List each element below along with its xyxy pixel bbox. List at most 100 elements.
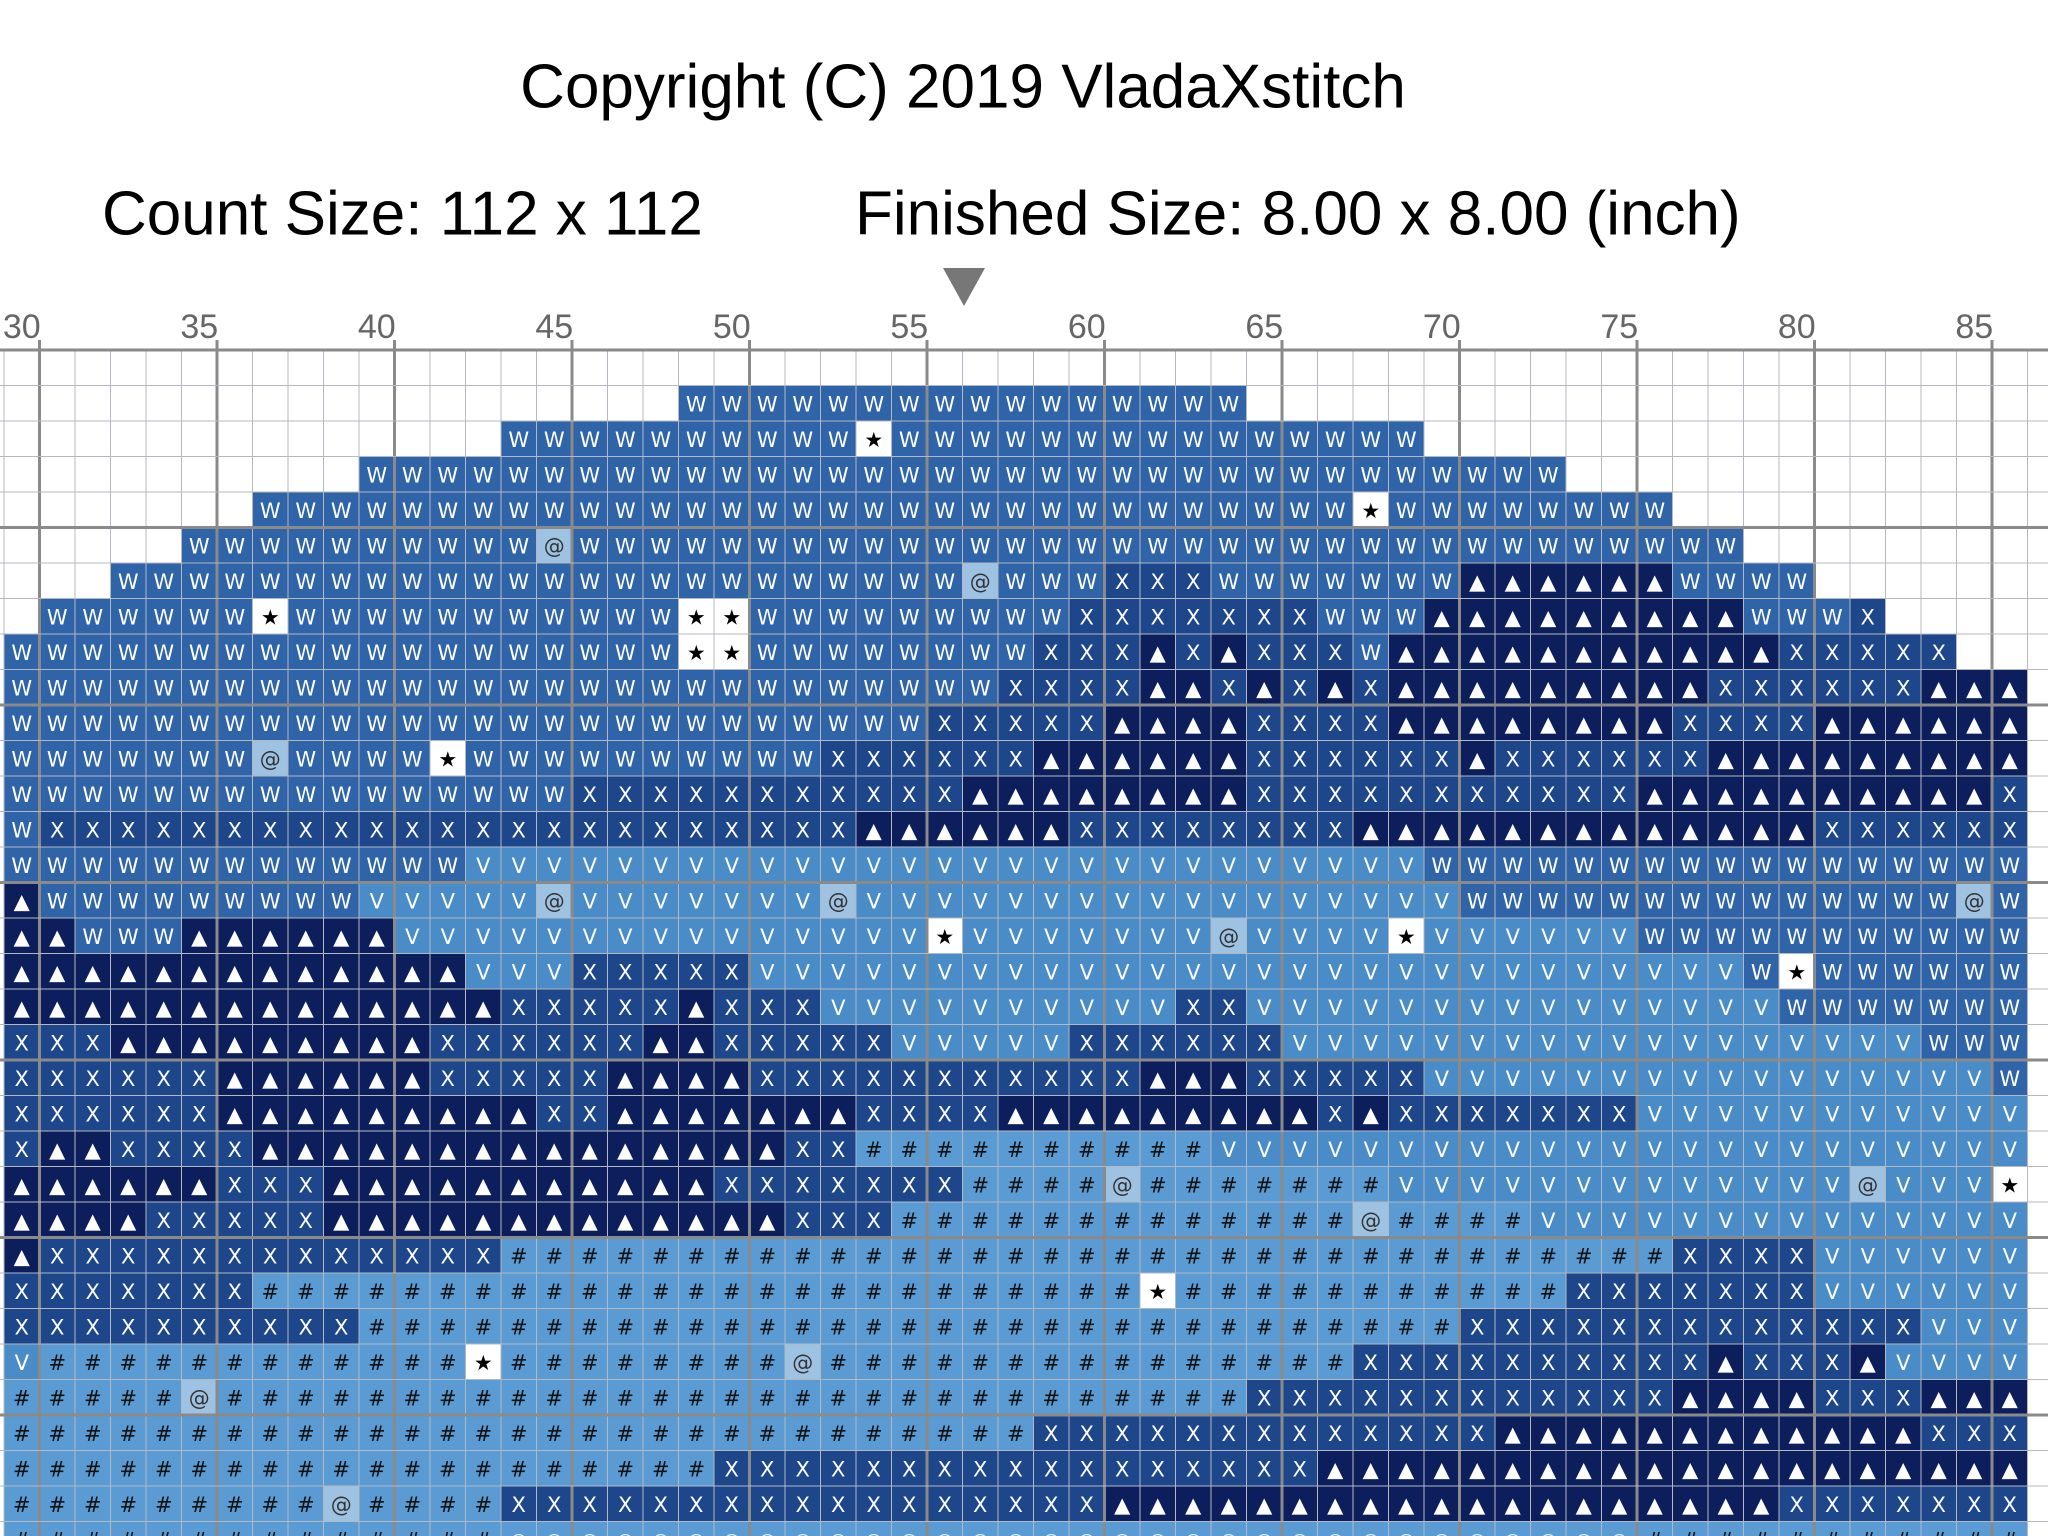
stitch-symbol: ▲ [546, 1173, 563, 1197]
stitch-symbol: W [1822, 960, 1843, 984]
stitch-cell [1956, 492, 1992, 528]
stitch-symbol: ▲ [369, 1102, 386, 1126]
stitch-symbol: X [1009, 676, 1023, 700]
stitch-symbol: ▲ [1505, 676, 1522, 700]
stitch-symbol: ▲ [1931, 1386, 1948, 1410]
stitch-symbol: # [119, 1351, 137, 1375]
stitch-symbol: X [1435, 783, 1449, 807]
stitch-symbol: ○ [1113, 1528, 1131, 1536]
stitch-symbol: V [1399, 889, 1414, 913]
stitch-symbol: # [474, 1528, 492, 1536]
stitch-cell [1566, 350, 1602, 386]
stitch-symbol: # [1362, 1244, 1380, 1268]
stitch-symbol: V [1506, 1173, 1521, 1197]
stitch-cell [643, 385, 679, 421]
stitch-symbol: W [757, 534, 778, 558]
stitch-cell [288, 598, 324, 634]
stitch-symbol: ▲ [1718, 1422, 1735, 1446]
stitch-symbol: V [831, 854, 846, 878]
stitch-symbol: # [865, 1386, 883, 1410]
stitch-symbol: W [1076, 534, 1097, 558]
stitch-symbol: ▲ [1008, 783, 1025, 807]
stitch-symbol: W [1396, 463, 1417, 487]
stitch-symbol: ○ [687, 1528, 705, 1536]
stitch-symbol: ▲ [1434, 641, 1451, 665]
stitch-cell [1530, 492, 1566, 528]
stitch-symbol: W [473, 463, 494, 487]
stitch-symbol: V [1044, 1031, 1059, 1055]
stitch-symbol: W [153, 747, 174, 771]
stitch-symbol: ▲ [546, 1138, 563, 1162]
stitch-symbol: X [1293, 747, 1307, 771]
stitch-symbol: V [1612, 1209, 1627, 1233]
stitch-cell [252, 598, 288, 634]
stitch-symbol: # [1007, 1280, 1025, 1304]
stitch-symbol: X [583, 1493, 597, 1517]
stitch-symbol: W [757, 392, 778, 416]
stitch-cell [110, 350, 146, 386]
stitch-symbol: ▲ [298, 960, 315, 984]
stitch-symbol: # [332, 1280, 350, 1304]
stitch-symbol: W [1644, 499, 1665, 523]
stitch-symbol: ▲ [1434, 605, 1451, 629]
stitch-symbol: ▲ [475, 1102, 492, 1126]
stitch-cell [572, 492, 608, 528]
stitch-symbol: W [295, 605, 316, 629]
stitch-cell [1317, 350, 1353, 386]
stitch-symbol: V [1328, 925, 1343, 949]
stitch-cell [643, 421, 679, 457]
stitch-symbol: W [189, 570, 210, 594]
stitch-symbol: X [1470, 1386, 1484, 1410]
stitch-symbol: ▲ [1718, 1386, 1735, 1410]
stitch-symbol: W [1360, 570, 1381, 594]
stitch-symbol: W [1147, 534, 1168, 558]
stitch-cell [217, 527, 253, 563]
stitch-symbol: ▲ [1469, 747, 1486, 771]
stitch-symbol: W [828, 534, 849, 558]
stitch-symbol: W [153, 676, 174, 700]
stitch-symbol: ▲ [1576, 570, 1593, 594]
stitch-cell [1850, 563, 1886, 599]
stitch-symbol: V [973, 996, 988, 1020]
stitch-symbol: X [547, 818, 561, 842]
stitch-symbol: V [1470, 1173, 1485, 1197]
column-label: 60 [1068, 308, 1106, 346]
stitch-symbol: ▲ [404, 996, 421, 1020]
stitch-cell [1459, 456, 1495, 492]
stitch-cell [1104, 350, 1140, 386]
stitch-cell [643, 634, 679, 670]
stitch-cell [856, 421, 892, 457]
stitch-symbol: W [1680, 854, 1701, 878]
stitch-cell [962, 634, 998, 670]
stitch-cell [1459, 385, 1495, 421]
stitch-symbol: W [1076, 570, 1097, 594]
stitch-symbol: # [1184, 1315, 1202, 1339]
stitch-symbol: ▲ [49, 1138, 66, 1162]
stitch-symbol: W [1076, 463, 1097, 487]
stitch-symbol: # [1255, 1351, 1273, 1375]
stitch-symbol: ▲ [1682, 605, 1699, 629]
stitch-symbol: V [1577, 1031, 1592, 1055]
stitch-symbol: V [725, 889, 740, 913]
stitch-symbol: ▲ [511, 1209, 528, 1233]
stitch-symbol: # [155, 1351, 173, 1375]
stitch-symbol: X [796, 1067, 810, 1091]
stitch-symbol: W [1005, 534, 1026, 558]
stitch-symbol: W [934, 570, 955, 594]
stitch-symbol: ▲ [1611, 712, 1628, 736]
stitch-cell [1495, 456, 1531, 492]
stitch-symbol: ▲ [262, 1067, 279, 1091]
stitch-symbol: X [15, 1031, 29, 1055]
stitch-symbol: X [725, 960, 739, 984]
stitch-cell [1069, 350, 1105, 386]
stitch-symbol: X [1577, 1351, 1591, 1375]
stitch-cell [1885, 350, 1921, 386]
stitch-symbol: ▲ [2002, 1457, 2019, 1481]
stitch-cell [927, 456, 963, 492]
stitch-symbol: # [829, 1351, 847, 1375]
stitch-symbol: V [1683, 1209, 1698, 1233]
stitch-symbol: # [261, 1457, 279, 1481]
stitch-symbol: # [297, 1422, 315, 1446]
stitch-symbol: W [1183, 499, 1204, 523]
stitch-cell [1140, 598, 1176, 634]
